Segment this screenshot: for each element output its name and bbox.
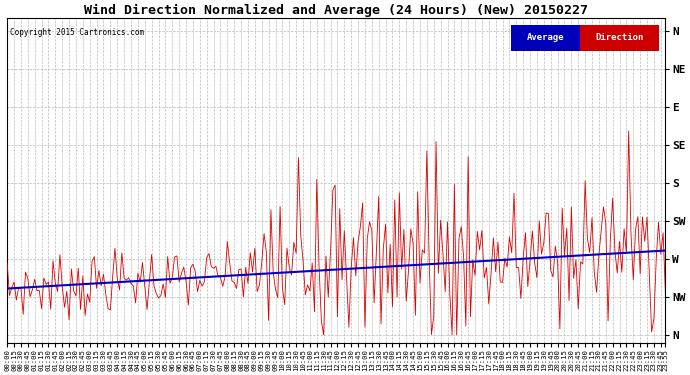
FancyBboxPatch shape xyxy=(580,25,659,51)
FancyBboxPatch shape xyxy=(511,25,580,51)
Text: Average: Average xyxy=(526,33,564,42)
Text: Direction: Direction xyxy=(595,33,644,42)
Title: Wind Direction Normalized and Average (24 Hours) (New) 20150227: Wind Direction Normalized and Average (2… xyxy=(84,4,589,17)
Text: Copyright 2015 Cartronics.com: Copyright 2015 Cartronics.com xyxy=(10,28,145,37)
